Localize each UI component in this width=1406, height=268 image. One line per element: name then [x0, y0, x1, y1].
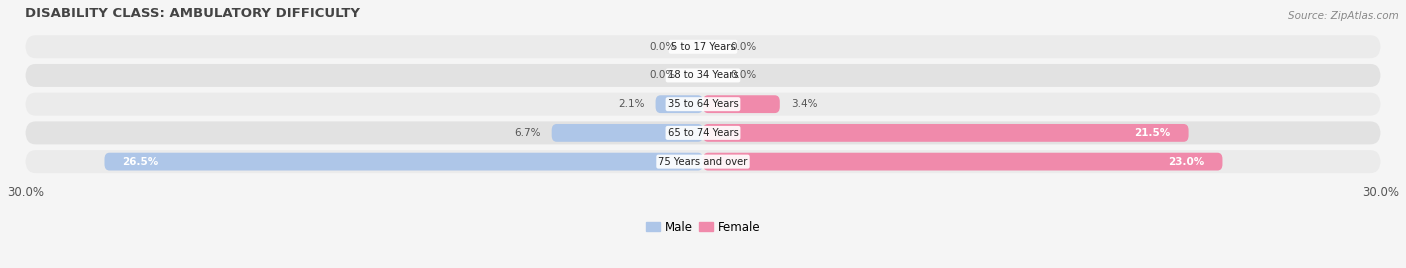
FancyBboxPatch shape [551, 124, 703, 142]
FancyBboxPatch shape [104, 153, 703, 170]
FancyBboxPatch shape [25, 121, 1381, 144]
Text: 75 Years and over: 75 Years and over [658, 157, 748, 167]
Legend: Male, Female: Male, Female [641, 216, 765, 238]
FancyBboxPatch shape [25, 93, 1381, 116]
Text: 6.7%: 6.7% [513, 128, 540, 138]
Text: 5 to 17 Years: 5 to 17 Years [671, 42, 735, 52]
Text: 3.4%: 3.4% [792, 99, 817, 109]
FancyBboxPatch shape [25, 35, 1381, 58]
FancyBboxPatch shape [25, 64, 1381, 87]
Text: 65 to 74 Years: 65 to 74 Years [668, 128, 738, 138]
Text: 0.0%: 0.0% [730, 42, 756, 52]
Text: 23.0%: 23.0% [1168, 157, 1205, 167]
Text: 0.0%: 0.0% [650, 42, 676, 52]
Text: DISABILITY CLASS: AMBULATORY DIFFICULTY: DISABILITY CLASS: AMBULATORY DIFFICULTY [25, 7, 360, 20]
FancyBboxPatch shape [703, 95, 780, 113]
FancyBboxPatch shape [703, 153, 1222, 170]
Text: 0.0%: 0.0% [650, 70, 676, 80]
FancyBboxPatch shape [655, 95, 703, 113]
Text: Source: ZipAtlas.com: Source: ZipAtlas.com [1288, 11, 1399, 21]
Text: 21.5%: 21.5% [1135, 128, 1171, 138]
Text: 18 to 34 Years: 18 to 34 Years [668, 70, 738, 80]
Text: 0.0%: 0.0% [730, 70, 756, 80]
FancyBboxPatch shape [703, 124, 1188, 142]
Text: 35 to 64 Years: 35 to 64 Years [668, 99, 738, 109]
Text: 2.1%: 2.1% [617, 99, 644, 109]
Text: 26.5%: 26.5% [122, 157, 159, 167]
FancyBboxPatch shape [25, 150, 1381, 173]
